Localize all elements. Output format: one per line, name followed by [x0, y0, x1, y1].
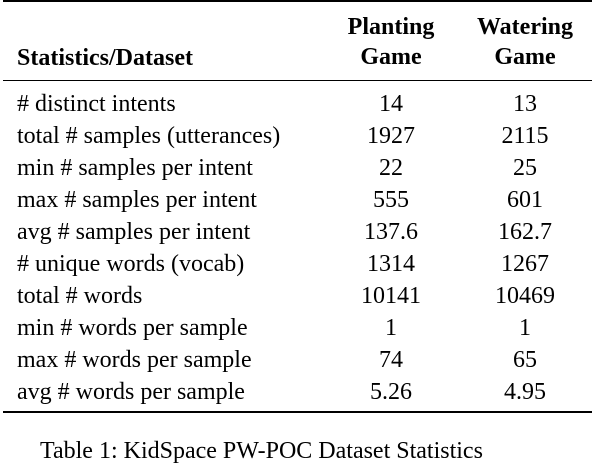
table-row: total # samples (utterances) 1927 2115 [3, 120, 592, 152]
table-bottom-rule [3, 411, 592, 413]
table-row: avg # samples per intent 137.6 162.7 [3, 216, 592, 248]
watering-value: 601 [507, 187, 543, 213]
planting-value: 10141 [361, 283, 421, 309]
watering-value: 2115 [501, 123, 549, 149]
planting-value: 1 [385, 315, 397, 341]
table-header-rule [3, 80, 592, 81]
table-caption: Table 1: KidSpace PW-POC Dataset Statist… [40, 438, 483, 464]
table-row: avg # words per sample 5.26 4.95 [3, 376, 592, 408]
planting-value: 5.26 [370, 379, 412, 405]
planting-value: 1314 [367, 251, 415, 277]
watering-value: 13 [513, 91, 537, 117]
watering-value: 10469 [495, 283, 555, 309]
row-label: # unique words (vocab) [17, 251, 245, 277]
row-label: max # samples per intent [17, 187, 257, 213]
header-statistics-dataset: Statistics/Dataset [17, 45, 193, 71]
row-label: min # words per sample [17, 315, 248, 341]
table-row: max # samples per intent 555 601 [3, 184, 592, 216]
row-label: total # words [17, 283, 143, 309]
planting-value: 555 [373, 187, 409, 213]
watering-value: 1267 [501, 251, 549, 277]
table-row: # unique words (vocab) 1314 1267 [3, 248, 592, 280]
row-label: total # samples (utterances) [17, 123, 281, 149]
watering-value: 162.7 [498, 219, 552, 245]
header-planting-game: Planting Game [321, 12, 461, 72]
row-label: avg # samples per intent [17, 219, 251, 245]
planting-value: 74 [379, 347, 403, 373]
planting-value: 22 [379, 155, 403, 181]
row-label: max # words per sample [17, 347, 252, 373]
watering-value: 25 [513, 155, 537, 181]
row-label: min # samples per intent [17, 155, 253, 181]
watering-value: 4.95 [504, 379, 546, 405]
planting-value: 1927 [367, 123, 415, 149]
table-row: min # words per sample 1 1 [3, 312, 592, 344]
row-label: # distinct intents [17, 91, 176, 117]
planting-value: 137.6 [364, 219, 418, 245]
header-planting-line1: Planting [347, 14, 435, 40]
header-watering-game: Watering Game [455, 12, 594, 72]
watering-value: 1 [519, 315, 531, 341]
header-watering-line2: Game [494, 44, 556, 70]
table-row: max # words per sample 74 65 [3, 344, 592, 376]
table-row: total # words 10141 10469 [3, 280, 592, 312]
table-row: min # samples per intent 22 25 [3, 152, 592, 184]
watering-value: 65 [513, 347, 537, 373]
row-label: avg # words per sample [17, 379, 245, 405]
planting-value: 14 [379, 91, 403, 117]
table-top-rule [3, 0, 592, 2]
table-body: # distinct intents 14 13 total # samples… [3, 88, 592, 408]
header-planting-line2: Game [360, 44, 422, 70]
table-row: # distinct intents 14 13 [3, 88, 592, 120]
header-watering-line1: Watering [477, 14, 573, 40]
